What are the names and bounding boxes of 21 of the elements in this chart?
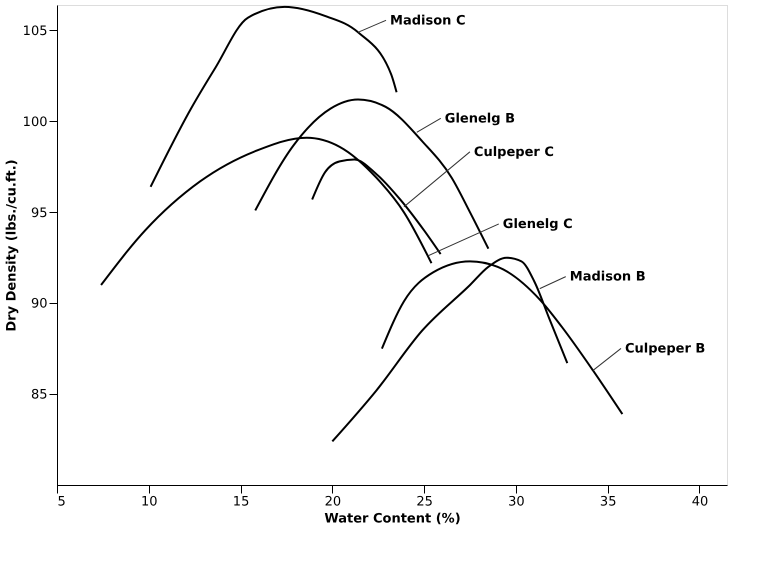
annotation: Glenelg C (502, 216, 573, 232)
y-axis-title: Dry Density (lbs./cu.ft.) (4, 159, 20, 332)
y-tick-label: 85 (30, 388, 48, 403)
x-tick-label: 35 (600, 494, 616, 510)
y-tick-label: 95 (30, 206, 48, 221)
x-tick-label: 40 (692, 494, 708, 510)
annotation: Culpeper B (625, 341, 706, 356)
x-tick-label: 25 (416, 494, 433, 510)
y-tick-label: 100 (22, 114, 48, 130)
x-axis-title: Water Content (%) (324, 512, 461, 526)
x-tick-label: 15 (232, 494, 250, 510)
annotation: Glenelg B (444, 111, 515, 126)
x-tick-label: 5 (58, 494, 66, 510)
x-tick-label: 10 (141, 494, 158, 510)
annotation: Culpeper C (474, 144, 554, 160)
x-tick-label: 30 (508, 494, 525, 510)
annotation: Madison C (390, 13, 466, 28)
y-tick-label: 90 (30, 296, 48, 312)
y-tick-label: 105 (22, 24, 48, 39)
annotation: Madison B (570, 270, 646, 285)
x-tick-label: 20 (324, 494, 342, 510)
